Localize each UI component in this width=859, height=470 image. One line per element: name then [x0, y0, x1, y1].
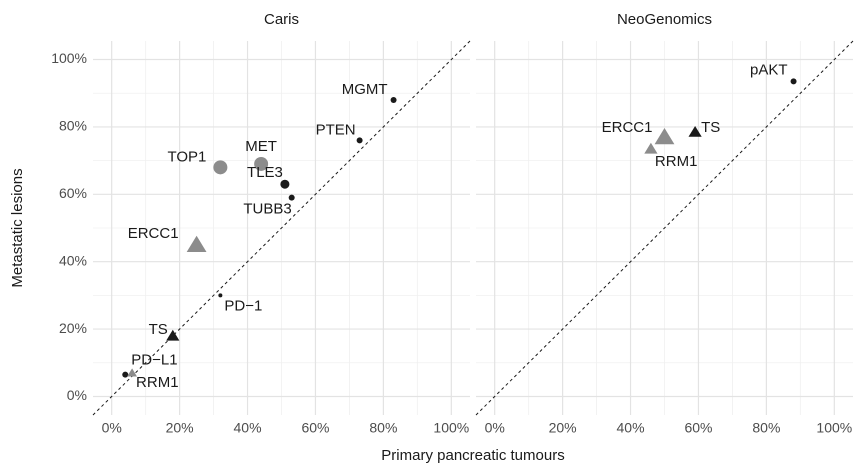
x-tick-label: 100% [816, 420, 852, 436]
x-tick-label: 80% [752, 420, 780, 436]
point [654, 128, 675, 145]
point-label: RRM1 [655, 153, 698, 170]
point [254, 156, 269, 171]
identity-line [475, 40, 854, 416]
y-tick-label: 20% [59, 320, 87, 336]
point [186, 235, 207, 252]
point-label: MGMT [342, 81, 388, 98]
point-label: MET [245, 138, 277, 155]
x-tick-label: 0% [102, 420, 122, 436]
y-tick-label: 60% [59, 185, 87, 201]
panel-title: Caris [264, 11, 299, 28]
point [688, 126, 702, 137]
point [644, 142, 658, 154]
panel: Caris 0% 20% 40% 60% 80% 100% 0% 20% 40% 60% 80% 100… [51, 11, 471, 436]
x-tick-label: 60% [301, 420, 329, 436]
point [288, 194, 295, 201]
point [790, 78, 797, 85]
x-tick-label: 0% [485, 420, 505, 436]
y-tick-label: 80% [59, 118, 87, 134]
x-axis-title: Primary pancreatic tumours [381, 447, 564, 464]
point [280, 179, 290, 189]
y-tick-label: 0% [67, 387, 87, 403]
x-tick-label: 80% [369, 420, 397, 436]
y-tick-label: 40% [59, 252, 87, 268]
point [127, 368, 137, 377]
x-tick-label: 20% [166, 420, 194, 436]
point [390, 96, 397, 103]
point [166, 329, 180, 341]
point-label: TS [149, 321, 168, 338]
point-label: TLE3 [247, 164, 283, 181]
point-label: PTEN [316, 121, 356, 138]
x-tick-label: 40% [617, 420, 645, 436]
y-tick-label: 100% [51, 50, 87, 66]
panel: NeoGenomics 0% 20% 40% 60% 80% 100% pAKT ERCC1 TS… [475, 11, 854, 436]
point [213, 160, 228, 175]
point [218, 293, 223, 298]
point [356, 137, 363, 144]
point-label: TUBB3 [243, 201, 291, 218]
x-tick-label: 100% [433, 420, 469, 436]
y-axis-title: Metastatic lesions [9, 168, 26, 287]
point-label: TOP1 [167, 148, 206, 165]
point-label: pAKT [750, 61, 788, 78]
point-label: PD−L1 [131, 352, 177, 369]
point-label: RRM1 [136, 374, 179, 391]
point-label: ERCC1 [602, 119, 653, 136]
point-label: PD−1 [224, 297, 262, 314]
x-tick-label: 60% [684, 420, 712, 436]
point-label: TS [701, 119, 720, 136]
panel-title: NeoGenomics [617, 11, 712, 28]
x-tick-label: 40% [234, 420, 262, 436]
point [122, 371, 129, 378]
x-tick-label: 20% [549, 420, 577, 436]
point-label: ERCC1 [128, 225, 179, 242]
identity-line [92, 40, 471, 416]
